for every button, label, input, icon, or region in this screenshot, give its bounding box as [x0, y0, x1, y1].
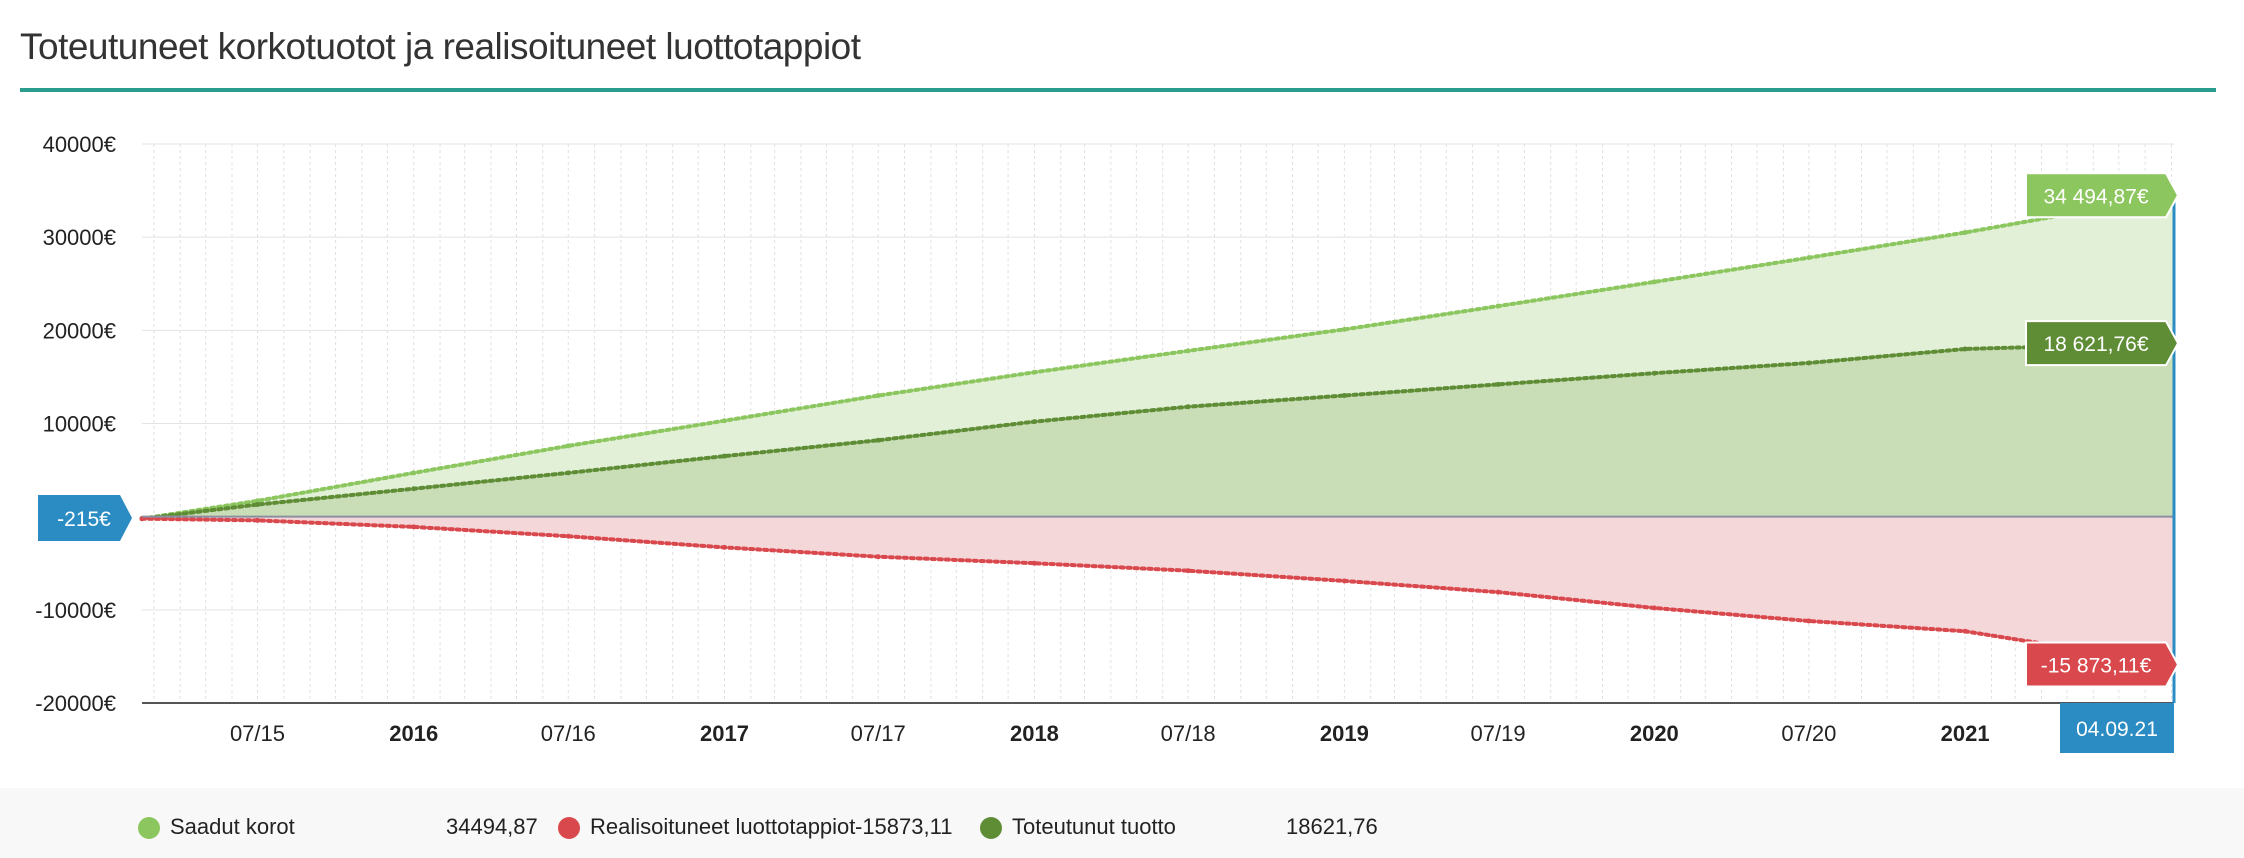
data-point-toteutunut-tuotto	[1962, 346, 1968, 352]
data-point-saadut-korot	[1185, 348, 1191, 354]
data-point-saadut-korot	[1806, 255, 1812, 261]
data-point-saadut-korot	[1962, 230, 1968, 236]
legend-value-luottotappiot: -15873,11	[855, 814, 953, 839]
legend-label: Toteutunut tuotto	[1012, 814, 1176, 839]
data-point-toteutunut-tuotto	[1341, 393, 1347, 399]
y-tick-label: 10000€	[43, 412, 116, 437]
legend-bar	[0, 788, 2244, 858]
x-tick-label: 07/17	[851, 721, 906, 746]
data-point-toteutunut-tuotto	[1651, 370, 1657, 376]
value-badges: -215€ 34 494,87€ 18 621,76€ -15 873,11€ 04.0…	[38, 172, 2180, 753]
end-date-badge-text: 04.09.21	[2076, 718, 2158, 741]
x-axis-tick-labels: 07/15 2016 07/16 2017 07/17 2018 07/18 2019 07/1…	[230, 721, 1990, 746]
data-point-toteutunut-tuotto	[411, 486, 417, 492]
end-badge-shape	[2025, 320, 2180, 367]
data-point-realisoituneet-luottotappiot	[875, 554, 881, 560]
start-value-badge: -215€	[38, 495, 132, 541]
chart-series-lines	[139, 192, 2177, 668]
x-tick-label: 2018	[1010, 721, 1059, 746]
data-point-saadut-korot	[875, 393, 881, 399]
data-point-realisoituneet-luottotappiot	[1651, 605, 1657, 611]
end-badge-shape	[2025, 641, 2180, 688]
data-point-saadut-korot	[1031, 369, 1037, 375]
y-axis-tick-labels: 40000€ 30000€ 20000€ 10000€ -10000€ -20000€	[35, 132, 116, 716]
x-tick-label: 2017	[700, 721, 749, 746]
legend-label: Saadut korot	[170, 814, 295, 839]
data-point-saadut-korot	[254, 498, 260, 504]
end-badge-text: 18 621,76€	[2043, 333, 2148, 356]
data-point-realisoituneet-luottotappiot	[1341, 578, 1347, 584]
title-underline	[20, 88, 2216, 92]
series-line-toteutunut-tuotto	[140, 341, 2176, 521]
start-badge-text: -215€	[57, 508, 111, 531]
data-point-toteutunut-tuotto	[875, 437, 881, 443]
legend-value-toteutunut-tuotto: 18621,76	[1286, 814, 1378, 839]
y-tick-label: 30000€	[43, 225, 116, 250]
data-point-realisoituneet-luottotappiot	[565, 533, 571, 539]
x-tick-label: 07/16	[541, 721, 596, 746]
data-point-saadut-korot	[722, 418, 728, 424]
data-point-realisoituneet-luottotappiot	[1031, 560, 1037, 566]
data-point-saadut-korot	[411, 470, 417, 476]
end-value-badge-toteutunut-tuotto: 18 621,76€	[2025, 320, 2180, 367]
x-tick-label: 07/18	[1161, 721, 1216, 746]
area-chart: 40000€ 30000€ 20000€ 10000€ -10000€ -20000€ 0…	[35, 132, 2180, 753]
end-value-badge-realisoituneet-luottotappiot: -15 873,11€	[2025, 641, 2180, 688]
end-date-badge-shape	[2060, 703, 2174, 753]
chart-title: Toteutuneet korkotuotot ja realisoitunee…	[20, 26, 861, 67]
data-point-saadut-korot	[1651, 279, 1657, 285]
end-date-badge: 04.09.21	[2060, 703, 2174, 753]
data-point-toteutunut-tuotto	[722, 453, 728, 459]
end-badge-text: 34 494,87€	[2043, 185, 2148, 208]
data-point-realisoituneet-luottotappiot	[722, 544, 728, 550]
data-point-realisoituneet-luottotappiot	[1185, 568, 1191, 574]
x-tick-label: 07/15	[230, 721, 285, 746]
end-value-badge-saadut-korot: 34 494,87€	[2025, 172, 2180, 219]
chart-header: Toteutuneet korkotuotot ja realisoitunee…	[20, 18, 2216, 96]
x-tick-label: 07/19	[1471, 721, 1526, 746]
data-point-realisoituneet-luottotappiot	[1962, 628, 1968, 634]
data-point-toteutunut-tuotto	[1806, 360, 1812, 366]
start-badge-shape	[38, 495, 132, 541]
data-point-realisoituneet-luottotappiot	[1495, 589, 1501, 595]
y-tick-label: 20000€	[43, 318, 116, 343]
x-tick-label: 2020	[1630, 721, 1679, 746]
data-point-saadut-korot	[1341, 326, 1347, 332]
data-point-realisoituneet-luottotappiot	[254, 517, 260, 523]
x-tick-label: 07/20	[1781, 721, 1836, 746]
data-point-realisoituneet-luottotappiot	[1806, 618, 1812, 624]
x-tick-label: 2021	[1941, 721, 1990, 746]
y-tick-label: 40000€	[43, 132, 116, 157]
end-badge-shape	[2025, 172, 2180, 219]
data-point-toteutunut-tuotto	[1495, 381, 1501, 387]
data-point-toteutunut-tuotto	[254, 502, 260, 508]
end-badge-text: -15 873,11€	[2041, 655, 2152, 678]
legend-swatch-luottotappiot	[558, 817, 580, 839]
data-point-toteutunut-tuotto	[1031, 419, 1037, 425]
chart-areas	[142, 195, 2174, 665]
data-point-saadut-korot	[1495, 303, 1501, 309]
x-tick-label: 2016	[389, 721, 438, 746]
legend-value-saadut-korot: 34494,87	[446, 814, 538, 839]
legend-swatch-toteutunut-tuotto	[980, 817, 1002, 839]
data-point-toteutunut-tuotto	[565, 470, 571, 476]
area-luottotappiot	[142, 516, 2174, 665]
y-tick-label: -10000€	[35, 598, 116, 623]
series-line-realisoituneet-luottotappiot	[140, 516, 2176, 667]
chart-axes	[142, 196, 2176, 704]
series-line-saadut-korot	[140, 193, 2176, 521]
data-point-realisoituneet-luottotappiot	[411, 524, 417, 530]
data-point-toteutunut-tuotto	[1185, 404, 1191, 410]
data-point-saadut-korot	[565, 443, 571, 449]
legend-label: Realisoituneet luottotappiot	[590, 814, 856, 839]
x-tick-label: 2019	[1320, 721, 1369, 746]
legend-swatch-saadut-korot	[138, 817, 160, 839]
area-toteutunut-tuotto	[142, 343, 2174, 519]
y-tick-label: -20000€	[35, 691, 116, 716]
